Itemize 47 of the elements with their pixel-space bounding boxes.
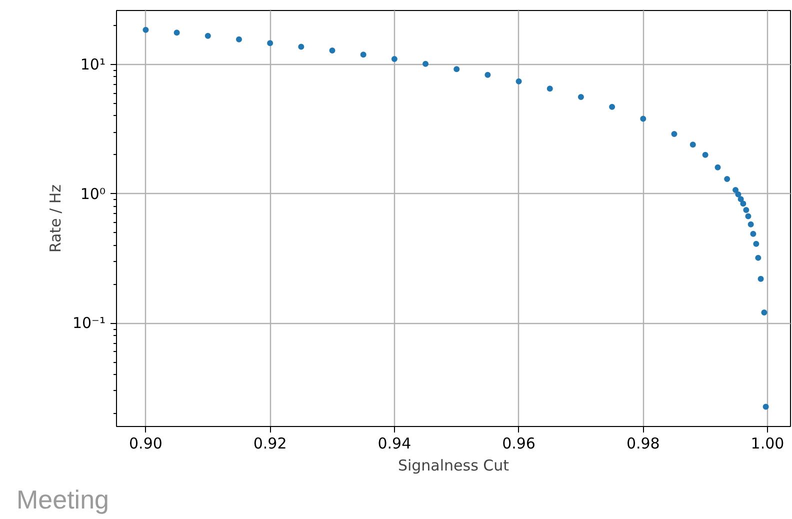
point <box>740 200 746 207</box>
point <box>671 130 678 137</box>
point <box>753 240 760 247</box>
point <box>516 78 522 84</box>
point <box>454 66 460 72</box>
point <box>204 32 211 39</box>
point <box>422 60 429 67</box>
x-tick-label: 0.94 <box>378 434 412 452</box>
point <box>748 221 754 228</box>
point <box>267 40 274 46</box>
point <box>758 276 764 282</box>
point <box>743 206 750 213</box>
point <box>484 72 491 78</box>
y-tick-label: 10⁰ <box>80 184 106 203</box>
y-tick-label: 10¹ <box>80 55 106 74</box>
x-tick-label: 0.96 <box>502 434 536 452</box>
point <box>702 152 708 158</box>
x-tick-label: 0.90 <box>129 434 162 452</box>
point <box>174 30 180 36</box>
point <box>735 191 742 198</box>
x-tick-label: 0.98 <box>626 434 660 452</box>
point <box>714 164 721 170</box>
point <box>738 196 744 202</box>
point <box>762 404 769 410</box>
point <box>755 254 762 261</box>
x-axis-title: Signalness Cut <box>398 456 510 474</box>
x-tick-label: 1.00 <box>750 434 784 452</box>
point <box>745 213 752 220</box>
point <box>640 116 646 122</box>
point <box>761 309 768 316</box>
point <box>391 56 398 62</box>
point <box>578 94 584 100</box>
point <box>236 36 242 42</box>
y-tick-label: 10⁻¹ <box>72 314 106 332</box>
point <box>750 230 756 237</box>
point <box>724 176 730 182</box>
y-axis-title: Rate / Hz <box>46 184 64 253</box>
point <box>690 142 696 148</box>
text: Meeting <box>16 484 109 514</box>
point <box>360 52 366 58</box>
point <box>546 86 553 92</box>
x-tick-label: 0.92 <box>253 434 287 452</box>
point <box>298 44 304 50</box>
point <box>732 186 739 193</box>
point <box>142 26 149 33</box>
point <box>329 48 336 54</box>
point <box>609 104 616 110</box>
